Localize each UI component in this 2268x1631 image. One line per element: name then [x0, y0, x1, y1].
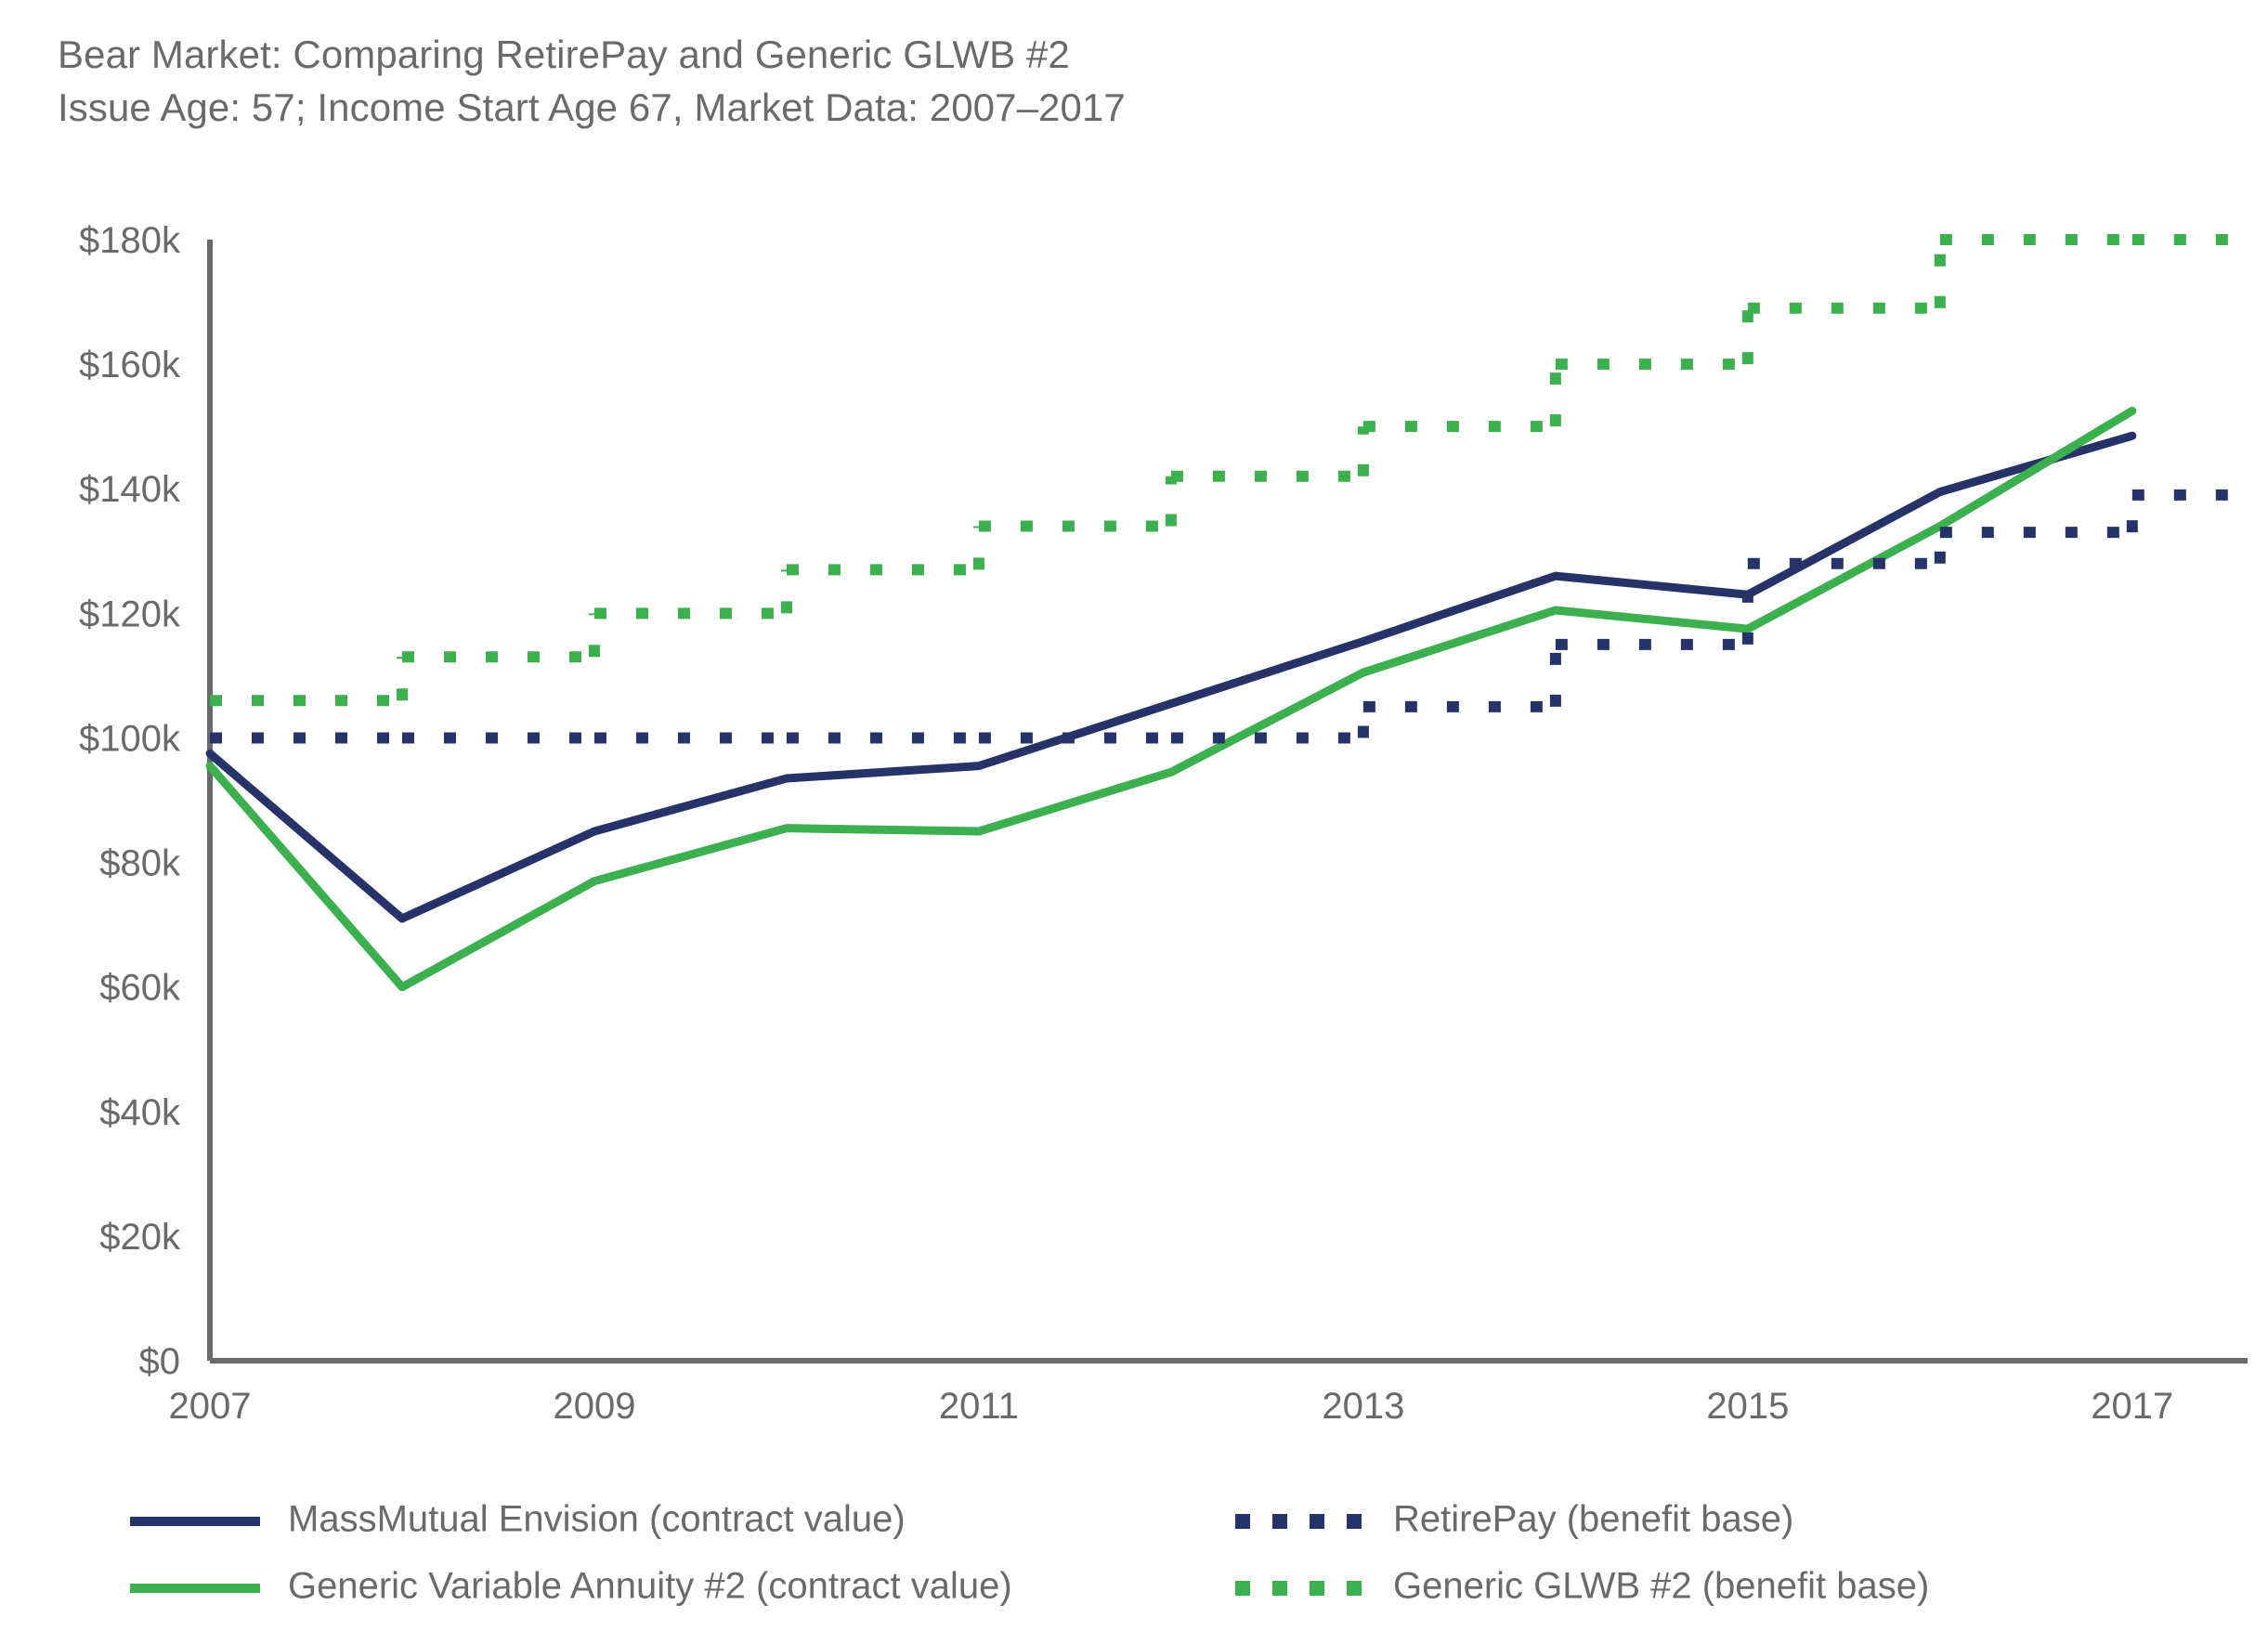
x-axis-tick-label: 2017: [2091, 1386, 2173, 1427]
y-axis-tick-label: $120k: [79, 594, 181, 634]
y-axis-tick-label: $40k: [99, 1092, 181, 1133]
y-axis-tick-label: $100k: [79, 718, 181, 759]
series-line-0: [205, 431, 2137, 923]
x-axis-tick-label: 2009: [553, 1386, 635, 1427]
x-axis-tick-label: 2011: [939, 1386, 1019, 1427]
legend-label-3: Generic GLWB #2 (benefit base): [1393, 1566, 1929, 1607]
legend-label-2: RetirePay (benefit base): [1393, 1499, 1793, 1540]
x-axis-tick-label: 2015: [1706, 1386, 1789, 1427]
series-line-1: [205, 406, 2137, 992]
y-axis-tick-label: $140k: [79, 469, 181, 510]
series-benefit-base-2: [210, 489, 2248, 744]
y-axis-tick-label: $60k: [99, 968, 181, 1009]
series-benefit-base-3: [210, 234, 2248, 707]
chart-title-block: Bear Market: Comparing RetirePay and Gen…: [58, 28, 1126, 134]
x-axis-tick-label: 2007: [169, 1386, 252, 1427]
y-axis-tick-label: $0: [139, 1341, 181, 1382]
legend-label-1: Generic Variable Annuity #2 (contract va…: [288, 1566, 1012, 1607]
legend-label-0: MassMutual Envision (contract value): [288, 1499, 906, 1540]
y-axis-tick-label: $80k: [99, 843, 181, 884]
x-axis-tick-label: 2013: [1322, 1386, 1404, 1427]
y-axis-tick-label: $180k: [79, 220, 181, 261]
y-axis-tick-label: $20k: [99, 1217, 181, 1258]
y-axis-tick-label: $160k: [79, 345, 181, 385]
page-title: Bear Market: Comparing RetirePay and Gen…: [58, 33, 1070, 76]
page-subtitle: Issue Age: 57; Income Start Age 67, Mark…: [58, 85, 1126, 130]
